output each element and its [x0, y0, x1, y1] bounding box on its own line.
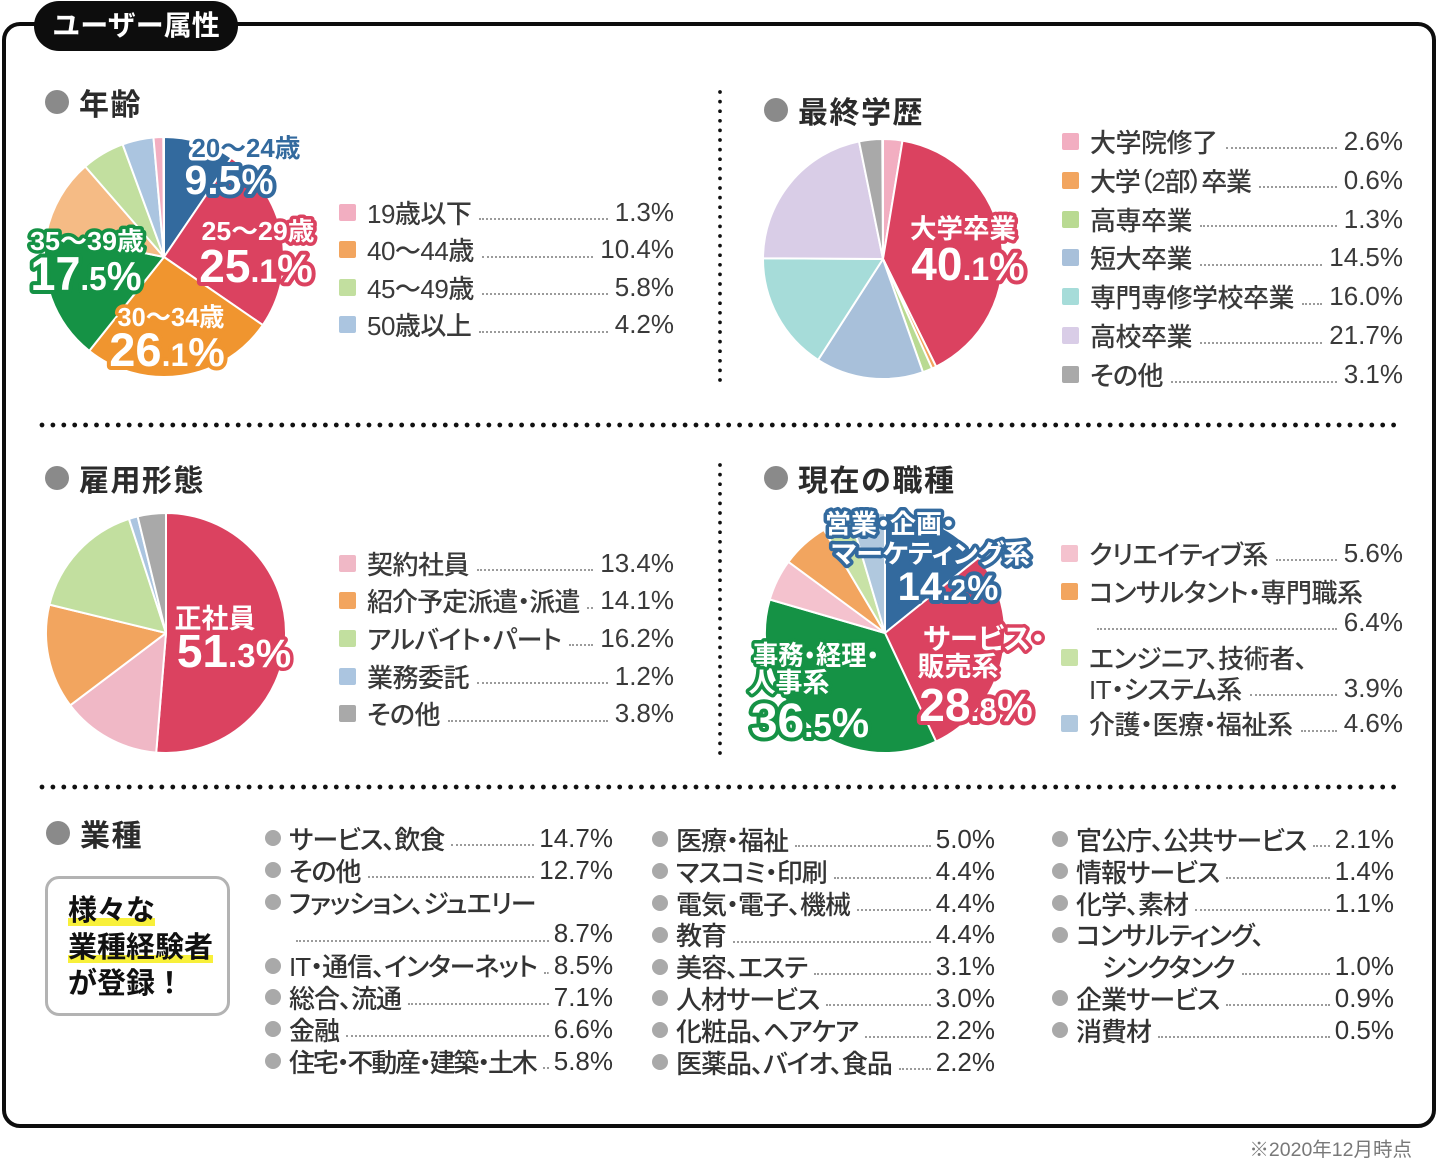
svg-text:20〜24歳: 20〜24歳	[192, 135, 301, 163]
svg-text:サービス・: サービス・	[923, 623, 1045, 656]
svg-text:25〜29歳: 25〜29歳	[202, 218, 315, 246]
svg-text:人事系: 人事系	[749, 668, 830, 698]
svg-text:26.1%: 26.1%	[109, 323, 224, 376]
svg-text:営業・企画・: 営業・企画・	[825, 509, 955, 539]
svg-text:36.5%: 36.5%	[751, 695, 869, 748]
svg-text:正社員: 正社員	[175, 604, 256, 634]
svg-text:51.3%: 51.3%	[177, 625, 291, 677]
svg-text:マーケティング系: マーケティング系	[832, 539, 1031, 569]
svg-text:事務・経理・: 事務・経理・	[753, 640, 879, 671]
svg-text:17.5%: 17.5%	[31, 247, 142, 300]
svg-text:35〜39歳: 35〜39歳	[30, 228, 144, 256]
svg-text:40.1%: 40.1%	[911, 238, 1024, 290]
svg-text:14.2%: 14.2%	[898, 565, 999, 609]
svg-text:9.5%: 9.5%	[184, 157, 273, 203]
svg-text:大学卒業: 大学卒業	[910, 214, 1016, 244]
svg-text:25.1%: 25.1%	[199, 240, 312, 292]
svg-text:販売系: 販売系	[918, 652, 999, 682]
svg-text:30〜34歳: 30〜34歳	[118, 304, 225, 332]
svg-text:28.8%: 28.8%	[919, 679, 1032, 731]
